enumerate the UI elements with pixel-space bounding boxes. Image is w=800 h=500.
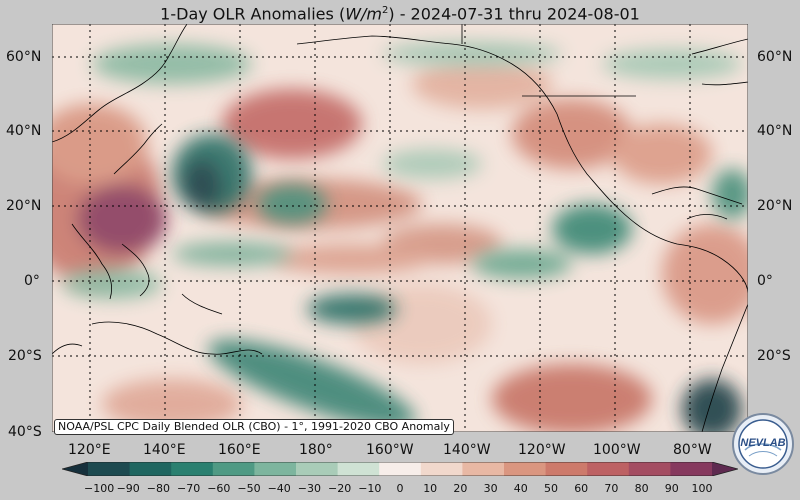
colorbar-extend-max — [712, 462, 738, 476]
colorbar-segment — [379, 462, 422, 476]
lon-label-120w: 120°W — [518, 442, 566, 458]
colorbar-tick-label: −90 — [116, 482, 140, 495]
colorbar-tick-label: 10 — [423, 482, 438, 495]
lat-label-left-20n: 20°N — [6, 198, 42, 214]
colorbar-tick-label: 90 — [664, 482, 679, 495]
ocean-base — [52, 24, 748, 432]
colorbar-segment — [462, 462, 505, 476]
lat-label-left-40n: 40°N — [6, 123, 42, 139]
colorbar-tick-label: −80 — [146, 482, 170, 495]
colorbar-segment — [129, 462, 172, 476]
colorbar-tick-label: 80 — [634, 482, 649, 495]
colorbar-tick-label: −20 — [327, 482, 352, 495]
lat-label-left-60n: 60°N — [6, 49, 42, 65]
lon-label-120e: 120°E — [68, 442, 111, 458]
lon-label-180: 180° — [299, 442, 333, 458]
colorbar-tick-label: −100 — [84, 482, 115, 495]
colorbar-segment — [504, 462, 547, 476]
colorbar-segment — [670, 462, 713, 476]
lat-label-left-eq: 0° — [24, 273, 40, 289]
colorbar-segment — [587, 462, 630, 476]
lat-label-left-20s: 20°S — [8, 348, 42, 364]
colorbar-extend-min — [62, 462, 88, 476]
colorbar-segment — [545, 462, 588, 476]
colorbar-segment — [212, 462, 255, 476]
lat-label-right-60n: 60°N — [757, 49, 793, 65]
colorbar-tick-label: 100 — [691, 482, 713, 495]
colorbar-tick-label: 0 — [396, 482, 404, 495]
lat-label-right-40n: 40°N — [757, 123, 793, 139]
lon-label-100w: 100°W — [593, 442, 641, 458]
colorbar-segment — [420, 462, 463, 476]
dry-anomaly-field — [52, 59, 748, 432]
colorbar-tick-label: 70 — [604, 482, 619, 495]
colorbar-segment — [88, 462, 131, 476]
colorbar-tick-label: −30 — [297, 482, 321, 495]
lon-label-160e: 160°E — [218, 442, 261, 458]
colorbar-tick-label: 60 — [574, 482, 589, 495]
lat-label-right-20n: 20°N — [757, 198, 793, 214]
nev-lab-logo: NEVLAB — [732, 413, 794, 475]
logo-text: NEVLAB — [740, 437, 785, 449]
lat-label-right-20s: 20°S — [757, 348, 791, 364]
colorbar-tick-label: 20 — [453, 482, 468, 495]
colorbar-tick-label: −10 — [358, 482, 382, 495]
lat-label-right-eq: 0° — [757, 273, 773, 289]
colorbar-tick-label: −70 — [176, 482, 201, 495]
data-credit-label: NOAA/PSL CPC Daily Blended OLR (CBO) - 1… — [54, 419, 454, 435]
colorbar-tick-label: −50 — [237, 482, 261, 495]
lon-label-140e: 140°E — [143, 442, 186, 458]
colorbar-segment — [296, 462, 339, 476]
colorbar-segment — [628, 462, 671, 476]
colorbar-tick-label: −60 — [207, 482, 231, 495]
lon-label-160w: 160°W — [366, 442, 414, 458]
lat-label-left-40s: 40°S — [8, 424, 42, 440]
colorbar — [62, 462, 738, 476]
colorbar-tick-label: 30 — [483, 482, 498, 495]
lon-label-80w: 80°W — [673, 442, 712, 458]
colorbar-tick-label: 50 — [544, 482, 558, 495]
graticule — [52, 24, 748, 432]
lon-label-140w: 140°W — [443, 442, 491, 458]
map-title: 1-Day OLR Anomalies (W/m2) - 2024-07-31 … — [160, 4, 640, 24]
olr-anomaly-map — [52, 24, 748, 432]
colorbar-tick-label: 40 — [513, 482, 528, 495]
colorbar-segment — [171, 462, 214, 476]
colorbar-tick-label: −40 — [267, 482, 291, 495]
colorbar-segment — [337, 462, 380, 476]
colorbar-segment — [254, 462, 297, 476]
